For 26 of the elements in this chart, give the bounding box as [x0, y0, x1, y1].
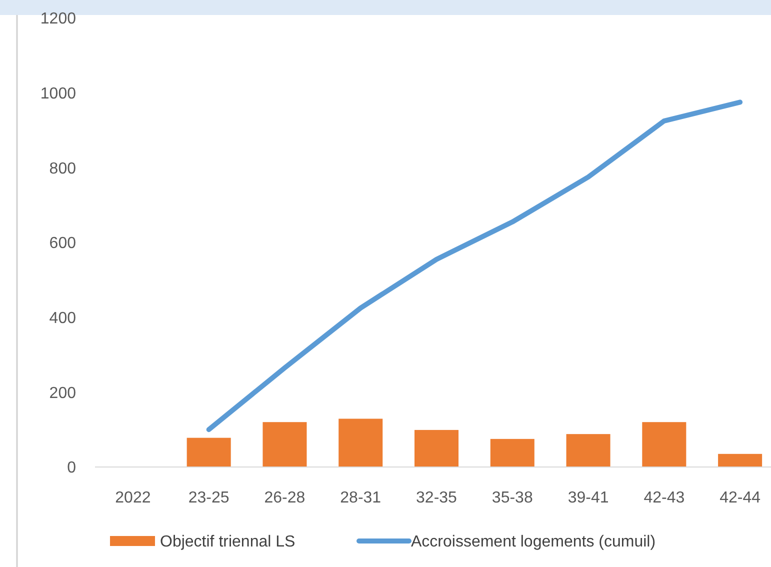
x-tick-label: 42-43 [644, 490, 685, 507]
bar [338, 418, 383, 467]
y-tick-label: 0 [67, 460, 76, 477]
bar [490, 438, 534, 467]
y-tick-label: 600 [49, 235, 76, 252]
bar [414, 430, 459, 467]
x-tick-label: 26-28 [264, 490, 306, 507]
y-tick-label: 200 [49, 384, 76, 402]
bar [642, 422, 686, 467]
y-tick-label: 400 [49, 310, 76, 327]
x-tick-label: 32-35 [416, 490, 458, 507]
legend-label: Objectif triennal LS [160, 534, 296, 551]
x-tick-label: 35-38 [492, 490, 533, 507]
y-tick-label: 1200 [40, 10, 76, 28]
legend-label: Accroissement logements (cumuil) [411, 534, 656, 551]
x-tick-label: 23-25 [188, 490, 230, 507]
x-tick-label: 2022 [115, 490, 151, 507]
y-tick-label: 1000 [40, 85, 76, 102]
bar [718, 454, 762, 467]
y-tick-label: 800 [49, 160, 76, 178]
bar [262, 422, 307, 467]
x-tick-label: 39-41 [568, 490, 609, 507]
bar [186, 438, 231, 467]
x-tick-label: 28-31 [340, 490, 382, 507]
x-tick-label: 42-44 [720, 490, 761, 507]
bar [566, 434, 610, 467]
